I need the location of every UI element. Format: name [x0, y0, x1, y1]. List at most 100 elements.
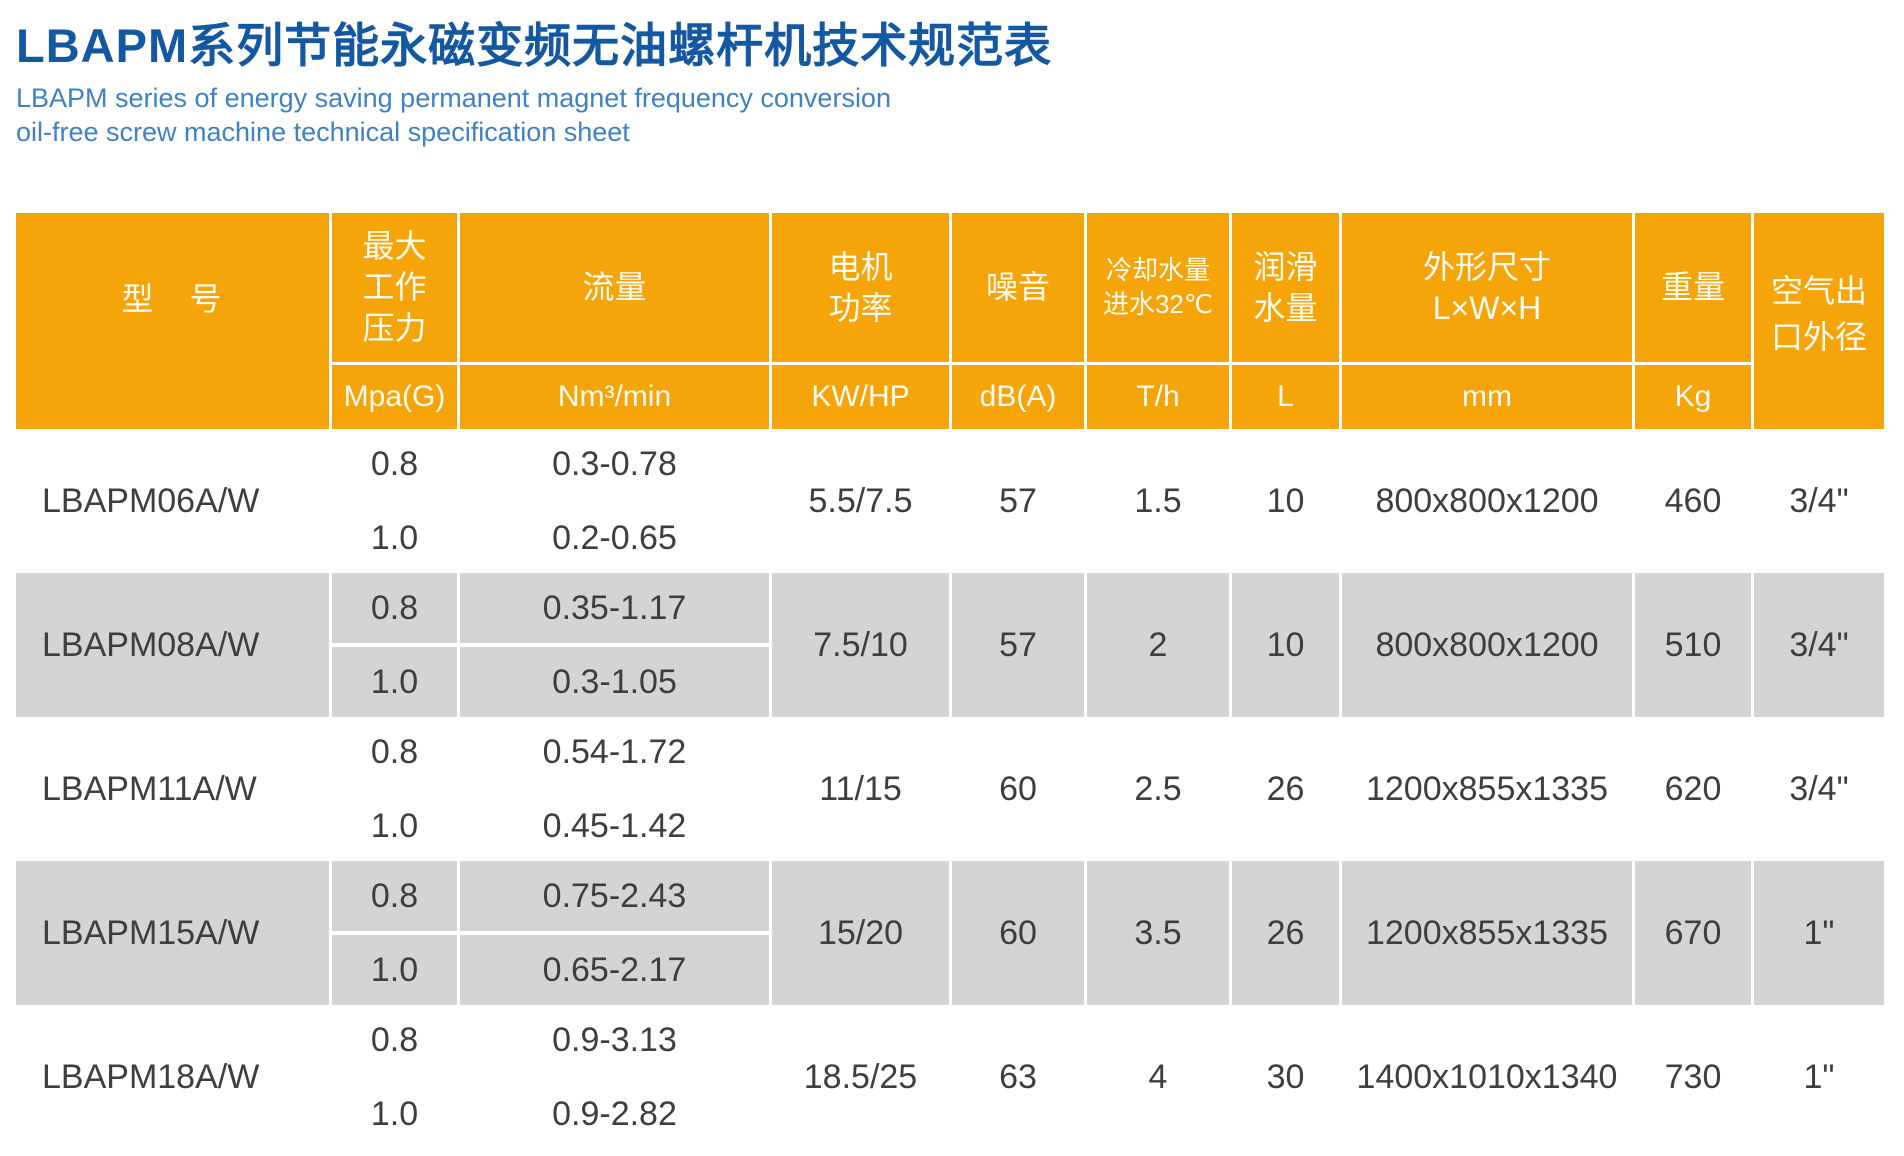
dimensions-cell: 800x800x1200: [1375, 481, 1599, 520]
header-col-dimensions: 外形尺寸 L×W×H mm: [1342, 213, 1632, 430]
table-row: LBAPM15A/W 0.8 1.0 0.75-2.43 0.65-2.17 1…: [16, 861, 1884, 1006]
pressure-cell: 1.0: [332, 935, 457, 1006]
air-outlet-cell: 1": [1803, 1057, 1835, 1096]
table-header: 型 号 最大 工作 压力 Mpa(G) 流量 Nm³/min 电机 功率 KW/…: [16, 213, 1884, 430]
pressure-cell: 0.8: [370, 1020, 419, 1059]
flow-column: 0.9-3.13 0.9-2.82: [460, 1005, 769, 1149]
motor-power-cell: 5.5/7.5: [808, 481, 913, 520]
pressure-column: 0.8 1.0: [332, 1005, 457, 1149]
flow-column: 0.35-1.17 0.3-1.05: [460, 573, 769, 718]
pressure-cell: 0.8: [332, 573, 457, 644]
header-dimensions-unit: mm: [1342, 365, 1632, 430]
dimensions-cell: 1400x1010x1340: [1356, 1057, 1618, 1096]
noise-cell: 57: [952, 573, 1084, 718]
weight-cell: 730: [1664, 1057, 1722, 1096]
header-col-cooling: 冷却水量 进水32℃ T/h: [1087, 213, 1229, 430]
flow-cell: 0.3-0.78: [552, 444, 677, 483]
pressure-cell: 0.8: [370, 444, 419, 483]
table-row: LBAPM18A/W 0.8 1.0 0.9-3.13 0.9-2.82 18.…: [16, 1005, 1884, 1149]
cooling-water-cell: 2.5: [1134, 769, 1182, 808]
model-cell: LBAPM08A/W: [16, 573, 329, 718]
air-outlet-cell: 3/4": [1789, 769, 1849, 808]
air-outlet-cell: 3/4": [1754, 573, 1884, 718]
pressure-column: 0.8 1.0: [332, 573, 457, 718]
pressure-cell: 0.8: [332, 861, 457, 932]
pressure-column: 0.8 1.0: [332, 861, 457, 1006]
flow-cell: 0.54-1.72: [542, 732, 687, 771]
flow-cell: 0.65-2.17: [460, 935, 769, 1006]
table-row: LBAPM08A/W 0.8 1.0 0.35-1.17 0.3-1.05 7.…: [16, 573, 1884, 718]
pressure-cell: 1.0: [370, 806, 419, 845]
weight-cell: 670: [1635, 861, 1751, 1006]
header-dimensions-label: 外形尺寸 L×W×H: [1342, 213, 1632, 363]
flow-cell: 0.75-2.43: [460, 861, 769, 932]
air-outlet-cell: 3/4": [1789, 481, 1849, 520]
motor-power-cell: 15/20: [772, 861, 949, 1006]
header-model-label: 型 号: [121, 281, 224, 318]
model-cell: LBAPM06A/W: [42, 481, 260, 520]
flow-cell: 0.9-3.13: [552, 1020, 677, 1059]
header-noise-unit: dB(A): [952, 365, 1084, 430]
flow-cell: 0.2-0.65: [552, 518, 677, 557]
header-outlet-label: 空气出 口外径: [1770, 273, 1867, 356]
header-col-flow: 流量 Nm³/min: [460, 213, 769, 430]
cooling-water-cell: 4: [1148, 1057, 1168, 1096]
pressure-cell: 1.0: [332, 647, 457, 718]
motor-power-cell: 7.5/10: [772, 573, 949, 718]
header-col-motor: 电机 功率 KW/HP: [772, 213, 949, 430]
motor-power-cell: 18.5/25: [803, 1057, 918, 1096]
lube-water-cell: 10: [1266, 481, 1305, 520]
page-title: LBAPM系列节能永磁变频无油螺杆机技术规范表: [16, 19, 1053, 72]
motor-power-cell: 11/15: [819, 769, 902, 808]
flow-cell: 0.45-1.42: [542, 806, 687, 845]
header-flow-label: 流量: [460, 213, 769, 363]
header-lube-unit: L: [1232, 365, 1339, 430]
model-cell: LBAPM11A/W: [42, 769, 257, 808]
header-noise-label: 噪音: [952, 213, 1084, 363]
table-row: LBAPM11A/W 0.8 1.0 0.54-1.72 0.45-1.42 1…: [16, 717, 1884, 861]
dimensions-cell: 800x800x1200: [1342, 573, 1632, 718]
model-cell: LBAPM15A/W: [16, 861, 329, 1006]
header-col-pressure: 最大 工作 压力 Mpa(G): [332, 213, 457, 430]
pressure-column: 0.8 1.0: [332, 717, 457, 861]
page-subtitle: LBAPM series of energy saving permanent …: [16, 81, 1904, 150]
pressure-column: 0.8 1.0: [332, 429, 457, 573]
header-pressure-unit: Mpa(G): [332, 365, 457, 430]
pressure-cell: 1.0: [370, 518, 419, 557]
header-pressure-label: 最大 工作 压力: [332, 213, 457, 363]
header-model: 型 号: [16, 213, 329, 430]
header-motor-label: 电机 功率: [772, 213, 949, 363]
weight-cell: 620: [1664, 769, 1722, 808]
air-outlet-cell: 1": [1754, 861, 1884, 1006]
flow-cell: 0.3-1.05: [460, 647, 769, 718]
flow-cell: 0.35-1.17: [460, 573, 769, 644]
header-cooling-unit: T/h: [1087, 365, 1229, 430]
noise-cell: 57: [999, 481, 1037, 520]
flow-cell: 0.9-2.82: [552, 1094, 677, 1133]
dimensions-cell: 1200x855x1335: [1365, 769, 1608, 808]
noise-cell: 60: [999, 769, 1037, 808]
cooling-water-cell: 1.5: [1134, 481, 1182, 520]
header-flow-unit: Nm³/min: [460, 365, 769, 430]
table-body: LBAPM06A/W 0.8 1.0 0.3-0.78 0.2-0.65 5.5…: [16, 429, 1884, 1149]
header-weight-label: 重量: [1635, 213, 1751, 363]
noise-cell: 63: [999, 1057, 1037, 1096]
lube-water-cell: 30: [1266, 1057, 1305, 1096]
lube-water-cell: 10: [1232, 573, 1339, 718]
header-lube-label: 润滑 水量: [1232, 213, 1339, 363]
header-cooling-label: 冷却水量 进水32℃: [1087, 213, 1229, 363]
header-col-noise: 噪音 dB(A): [952, 213, 1084, 430]
flow-column: 0.75-2.43 0.65-2.17: [460, 861, 769, 1006]
cooling-water-cell: 2: [1087, 573, 1229, 718]
header-motor-unit: KW/HP: [772, 365, 949, 430]
lube-water-cell: 26: [1266, 769, 1305, 808]
weight-cell: 460: [1664, 481, 1722, 520]
pressure-cell: 0.8: [370, 732, 419, 771]
header-col-weight: 重量 Kg: [1635, 213, 1751, 430]
flow-column: 0.3-0.78 0.2-0.65: [460, 429, 769, 573]
cooling-water-cell: 3.5: [1087, 861, 1229, 1006]
spec-table: 型 号 最大 工作 压力 Mpa(G) 流量 Nm³/min 电机 功率 KW/…: [16, 213, 1884, 1149]
header-weight-unit: Kg: [1635, 365, 1751, 430]
subtitle-line-2: oil-free screw machine technical specifi…: [16, 116, 630, 147]
